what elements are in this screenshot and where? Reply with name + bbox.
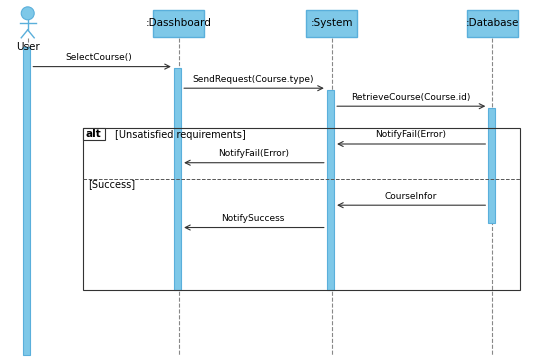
Text: SelectCourse(): SelectCourse() <box>65 53 132 62</box>
Text: NotifySuccess: NotifySuccess <box>222 214 285 223</box>
Bar <box>23 47 30 355</box>
Text: User: User <box>16 42 39 52</box>
Text: :System: :System <box>310 18 353 28</box>
Bar <box>83 128 105 140</box>
Text: alt: alt <box>86 129 102 139</box>
Text: RetrieveCourse(Course.id): RetrieveCourse(Course.id) <box>351 93 470 102</box>
Bar <box>467 10 518 37</box>
Bar <box>154 10 204 37</box>
Bar <box>174 68 181 290</box>
Text: [Success]: [Success] <box>88 179 135 189</box>
Bar <box>488 108 495 223</box>
Text: :Dasshboard: :Dasshboard <box>146 18 212 28</box>
Text: NotifyFail(Error): NotifyFail(Error) <box>217 149 289 158</box>
Bar <box>327 90 334 290</box>
Bar <box>83 128 520 290</box>
Text: [Unsatisfied requirements]: [Unsatisfied requirements] <box>115 130 245 140</box>
Text: CourseInfor: CourseInfor <box>384 192 437 201</box>
Text: :Database: :Database <box>466 18 519 28</box>
Text: NotifyFail(Error): NotifyFail(Error) <box>375 130 446 139</box>
Ellipse shape <box>21 7 34 20</box>
Text: SendRequest(Course.type): SendRequest(Course.type) <box>192 75 314 84</box>
Bar <box>306 10 357 37</box>
